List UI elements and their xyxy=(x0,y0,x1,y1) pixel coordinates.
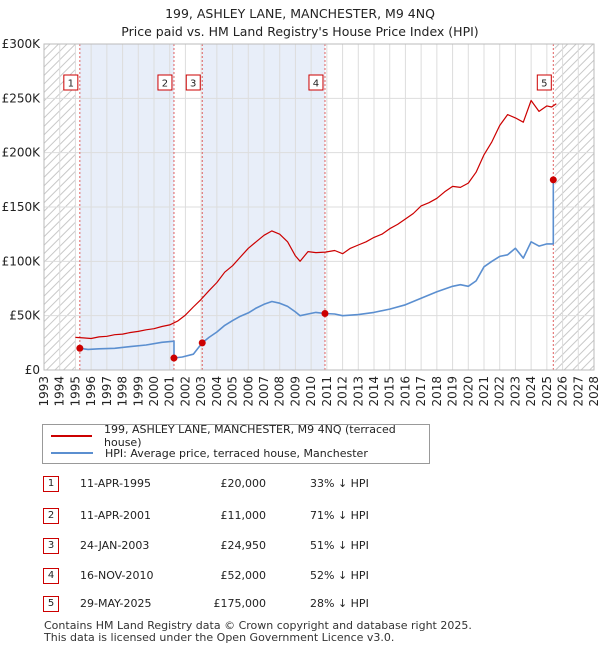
footer-copyright: Contains HM Land Registry data © Crown c… xyxy=(44,619,472,632)
x-tick-label: 2028 xyxy=(587,376,600,407)
transaction-hpi-diff: 52% ↓ HPI xyxy=(310,569,369,582)
x-tick-label: 2003 xyxy=(194,376,208,407)
x-tick-label: 2002 xyxy=(178,376,192,407)
transaction-price: £175,000 xyxy=(213,597,267,610)
x-tick-label: 2016 xyxy=(398,376,412,407)
transaction-row: 1 11-APR-1995 £20,000 33% ↓ HPI xyxy=(0,470,600,498)
sale-point xyxy=(170,354,178,362)
legend-swatch-blue-line xyxy=(51,452,93,454)
transaction-row: 3 24-JAN-2003 £24,950 51% ↓ HPI xyxy=(0,532,600,560)
transaction-price: £24,950 xyxy=(220,539,267,552)
x-tick-label: 2008 xyxy=(273,376,287,407)
transaction-row: 4 16-NOV-2010 £52,000 52% ↓ HPI xyxy=(0,562,600,590)
transaction-hpi-diff: 33% ↓ HPI xyxy=(310,477,369,490)
price-chart: 1 2 3 4 5 £0 £50K £100K £150K £200K £250K £300K 199… xyxy=(2,37,600,407)
x-tick-label: 2021 xyxy=(477,376,491,407)
transaction-date: 11-APR-2001 xyxy=(80,509,152,522)
x-tick-label: 1999 xyxy=(131,376,145,407)
x-tick-label: 1996 xyxy=(84,376,98,407)
x-tick-label: 2010 xyxy=(304,376,318,407)
chart-title-address: 199, ASHLEY LANE, MANCHESTER, M9 4NQ xyxy=(165,6,435,21)
footer-licence: This data is licensed under the Open Gov… xyxy=(44,631,395,644)
x-tick-label: 2023 xyxy=(508,376,522,407)
sale-number-label: 3 xyxy=(190,79,196,90)
sale-number-label: 4 xyxy=(313,79,319,90)
x-tick-label: 2005 xyxy=(226,376,240,407)
sale-number-box xyxy=(536,74,552,91)
transaction-hpi-diff: 71% ↓ HPI xyxy=(310,509,369,522)
transaction-row: 2 11-APR-2001 £11,000 71% ↓ HPI xyxy=(0,502,600,530)
y-tick-label: £100K xyxy=(2,254,42,268)
x-tick-label: 1994 xyxy=(53,376,67,407)
x-tick-label: 2012 xyxy=(336,376,350,407)
transaction-hpi-diff: 51% ↓ HPI xyxy=(310,539,369,552)
x-tick-label: 2024 xyxy=(524,376,538,407)
x-tick-label: 1997 xyxy=(100,376,114,407)
x-tick-label: 2015 xyxy=(383,376,397,407)
transaction-date: 29-MAY-2025 xyxy=(80,597,152,610)
y-tick-label: £150K xyxy=(2,200,42,214)
x-tick-label: 2001 xyxy=(163,376,177,407)
legend-item-hpi: HPI: Average price, terraced house, Manc… xyxy=(51,445,368,461)
sale-number-box xyxy=(308,74,324,91)
x-tick-label: 2019 xyxy=(446,376,460,407)
x-tick-label: 2018 xyxy=(430,376,444,407)
sale-number-box xyxy=(185,74,201,91)
legend-label-hpi: HPI: Average price, terraced house, Manc… xyxy=(105,446,368,460)
transaction-price: £20,000 xyxy=(220,477,267,490)
legend-item-price-paid: 199, ASHLEY LANE, MANCHESTER, M9 4NQ (te… xyxy=(51,423,429,449)
transaction-number-badge: 3 xyxy=(43,538,59,554)
sale-number-label: 1 xyxy=(68,79,74,90)
sale-number-box xyxy=(157,74,173,91)
x-tick-label: 1993 xyxy=(37,376,51,407)
y-tick-label: £0 xyxy=(25,363,40,377)
y-tick-label: £250K xyxy=(2,91,42,105)
transaction-row: 5 29-MAY-2025 £175,000 28% ↓ HPI xyxy=(0,590,600,618)
x-tick-label: 2007 xyxy=(257,376,271,407)
sale-number-label: 2 xyxy=(162,79,168,90)
sale-point xyxy=(198,339,206,347)
x-tick-label: 1998 xyxy=(116,376,130,407)
x-tick-label: 2014 xyxy=(367,376,381,407)
legend-swatch-red-line xyxy=(51,435,93,437)
x-tick-label: 2020 xyxy=(461,376,475,407)
sale-number-label: 5 xyxy=(541,79,547,90)
transaction-number-badge: 1 xyxy=(43,476,59,492)
hpi-line xyxy=(79,179,557,359)
transaction-date: 24-JAN-2003 xyxy=(80,539,150,552)
x-tick-label: 2009 xyxy=(288,376,302,407)
x-tick-label: 2026 xyxy=(556,376,570,407)
y-tick-label: £200K xyxy=(2,146,42,160)
chart-subtitle: Price paid vs. HM Land Registry's House … xyxy=(121,24,479,39)
transaction-price: £11,000 xyxy=(220,509,267,522)
x-tick-label: 2025 xyxy=(540,376,554,407)
x-tick-label: 2000 xyxy=(147,376,161,407)
transaction-number-badge: 2 xyxy=(43,508,59,524)
x-tick-label: 2017 xyxy=(414,376,428,407)
legend-label-price-paid: 199, ASHLEY LANE, MANCHESTER, M9 4NQ (te… xyxy=(104,423,396,449)
sale-number-box xyxy=(63,74,79,91)
y-tick-label: £50K xyxy=(9,309,41,323)
plot-frame xyxy=(43,43,595,371)
x-tick-label: 2022 xyxy=(493,376,507,407)
x-tick-label: 2004 xyxy=(210,376,224,407)
x-tick-label: 1995 xyxy=(68,376,82,407)
transaction-price: £52,000 xyxy=(220,569,267,582)
transaction-date: 16-NOV-2010 xyxy=(80,569,154,582)
x-tick-label: 2013 xyxy=(351,376,365,407)
transaction-number-badge: 4 xyxy=(43,568,59,584)
sale-point xyxy=(549,176,557,184)
chart-legend: 199, ASHLEY LANE, MANCHESTER, M9 4NQ (te… xyxy=(42,423,430,464)
x-tick-label: 2011 xyxy=(320,376,334,407)
x-tick-label: 2027 xyxy=(571,376,585,407)
sale-point xyxy=(76,344,84,352)
x-tick-label: 2006 xyxy=(241,376,255,407)
price-paid-line xyxy=(75,99,557,340)
sale-point xyxy=(321,309,329,317)
transaction-date: 11-APR-1995 xyxy=(80,477,152,490)
transaction-number-badge: 5 xyxy=(43,596,59,612)
transaction-hpi-diff: 28% ↓ HPI xyxy=(310,597,369,610)
y-tick-label: £300K xyxy=(2,37,42,51)
